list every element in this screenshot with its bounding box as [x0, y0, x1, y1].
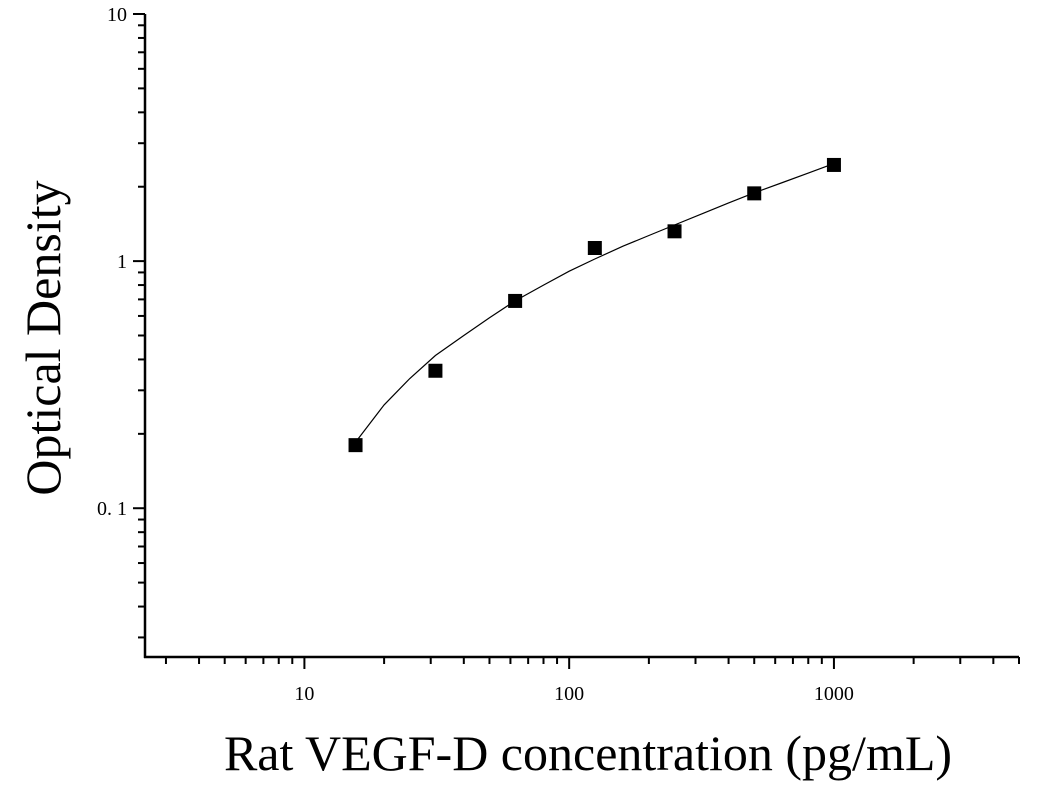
x-tick-label: 10	[294, 683, 314, 705]
data-point	[747, 186, 762, 201]
x-axis-title: Rat VEGF-D concentration (pg/mL)	[224, 725, 952, 781]
x-tick-label: 1000	[814, 683, 854, 705]
data-point	[508, 293, 523, 308]
data-point	[428, 363, 443, 378]
y-tick-label: 0. 1	[97, 498, 127, 520]
y-axis-title: Optical Density	[15, 180, 71, 495]
data-point	[667, 224, 682, 239]
y-tick-label: 1	[117, 251, 127, 273]
x-tick-label: 100	[554, 683, 584, 705]
axis-ticks: 10 100 1000 0. 1 1 10	[97, 4, 1020, 705]
fit-curve-layer	[355, 163, 835, 443]
data-point	[826, 157, 841, 172]
y-tick-label: 10	[107, 4, 127, 26]
data-points-layer	[348, 157, 841, 453]
fit-curve	[355, 163, 835, 443]
data-point	[587, 240, 602, 255]
data-point	[348, 438, 363, 453]
